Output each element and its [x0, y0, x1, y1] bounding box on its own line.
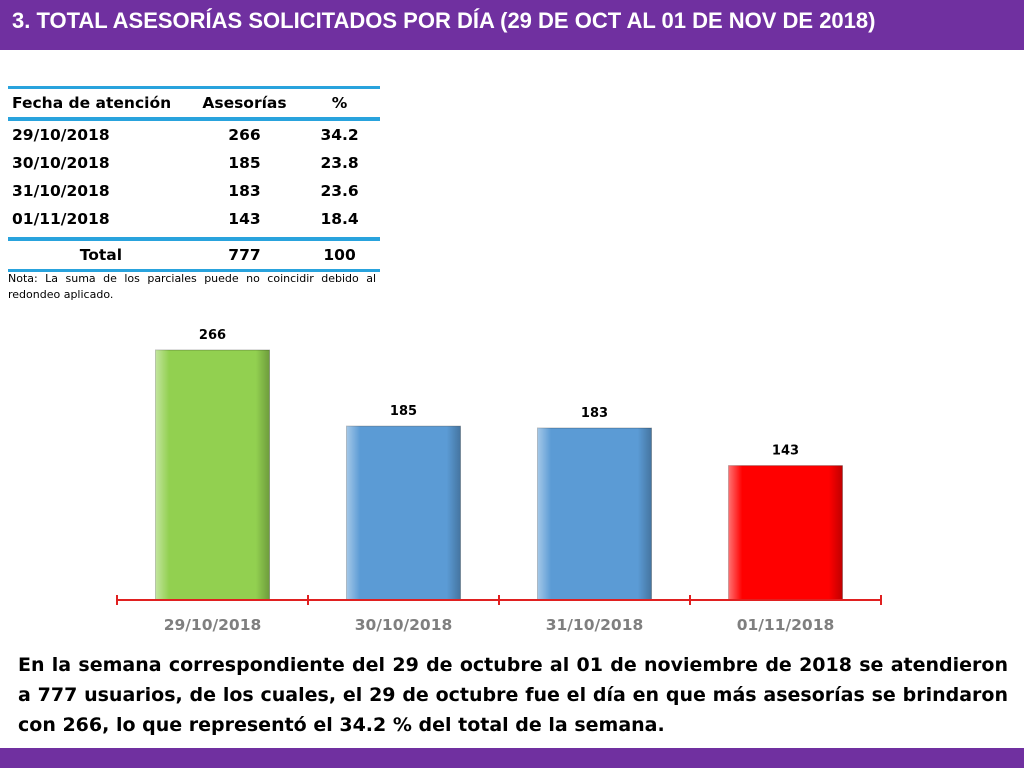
cell-percent: 18.4 [320, 210, 359, 228]
cell-date: 29/10/2018 [12, 126, 110, 144]
data-label: 185 [390, 404, 417, 419]
cell-percent: 23.8 [320, 154, 359, 172]
cell-count: 185 [228, 154, 261, 172]
table-row: 30/10/2018 185 23.8 [8, 149, 380, 177]
data-label: 183 [581, 406, 608, 421]
bar-shading [537, 428, 652, 600]
title-bar: 3. TOTAL ASESORÍAS SOLICITADOS POR DÍA (… [0, 0, 1024, 50]
data-label: 143 [772, 444, 799, 459]
total-label: Total [79, 246, 123, 264]
summary-text: En la semana correspondiente del 29 de o… [18, 654, 1008, 736]
cell-count: 143 [228, 210, 261, 228]
cell-percent: 23.6 [320, 182, 359, 200]
table-row: 31/10/2018 183 23.6 [8, 177, 380, 205]
table-total-row: Total 777 100 [8, 239, 380, 271]
column-header-percent: % [331, 94, 348, 112]
total-count: 777 [228, 246, 261, 264]
data-label: 266 [199, 328, 226, 343]
cell-date: 30/10/2018 [12, 154, 110, 172]
total-percent: 100 [323, 246, 356, 264]
table-note: Nota: La suma de los parciales puede no … [8, 272, 376, 301]
x-tick-label: 30/10/2018 [355, 616, 453, 634]
cell-count: 266 [228, 126, 261, 144]
bar-chart: 266 29/10/2018 185 30/10/2018 183 31/10/2018 1… [116, 328, 882, 634]
x-tick-label: 01/11/2018 [737, 616, 835, 634]
cell-count: 183 [228, 182, 261, 200]
cell-date: 31/10/2018 [12, 182, 110, 200]
footer-bar [0, 748, 1024, 768]
bar-shading [728, 465, 843, 600]
table-row: 01/11/2018 143 18.4 [8, 205, 380, 239]
x-tick-label: 31/10/2018 [546, 616, 644, 634]
cell-date: 01/11/2018 [12, 210, 110, 228]
column-header-date: Fecha de atención [12, 94, 172, 112]
bar-shading [155, 350, 270, 600]
table-row: 29/10/2018 266 34.2 [8, 119, 380, 149]
page-title: 3. TOTAL ASESORÍAS SOLICITADOS POR DÍA (… [12, 8, 876, 33]
cell-percent: 34.2 [320, 126, 359, 144]
table-header-row: Fecha de atención Asesorías % [8, 87, 380, 119]
column-header-count: Asesorías [202, 94, 287, 112]
bar-shading [346, 426, 461, 600]
stats-table: Fecha de atención Asesorías % 29/10/2018… [8, 86, 380, 272]
x-tick-label: 29/10/2018 [164, 616, 262, 634]
